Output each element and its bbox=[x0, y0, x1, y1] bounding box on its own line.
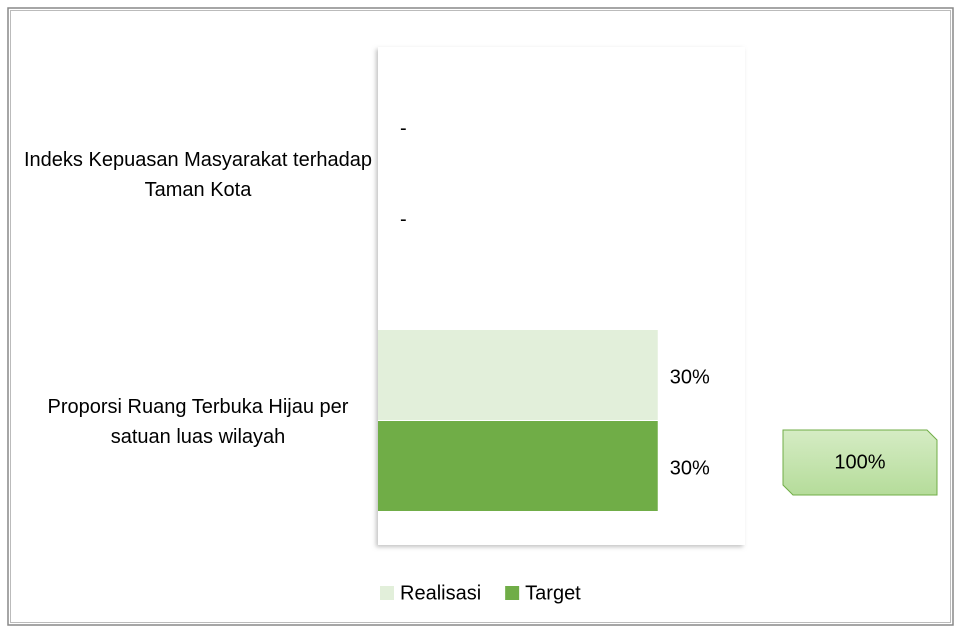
bar bbox=[378, 330, 658, 420]
annotation: 100% bbox=[834, 451, 885, 473]
data-label: - bbox=[400, 208, 407, 230]
frame-inner bbox=[10, 10, 951, 623]
category-label: Indeks Kepuasan Masyarakat terhadap Tama… bbox=[24, 148, 372, 201]
legend-swatch bbox=[380, 586, 394, 600]
data-label: 30% bbox=[670, 457, 710, 479]
badge bbox=[782, 429, 938, 496]
data-label: 30% bbox=[670, 366, 710, 388]
category-label: Proporsi Ruang Terbuka Hijau per satuan … bbox=[47, 395, 349, 448]
legend-label: Realisasi bbox=[400, 582, 481, 604]
data-label: - bbox=[400, 117, 407, 139]
legend-swatch bbox=[505, 586, 520, 600]
legend-label: Target bbox=[525, 582, 581, 604]
bar bbox=[378, 421, 658, 511]
